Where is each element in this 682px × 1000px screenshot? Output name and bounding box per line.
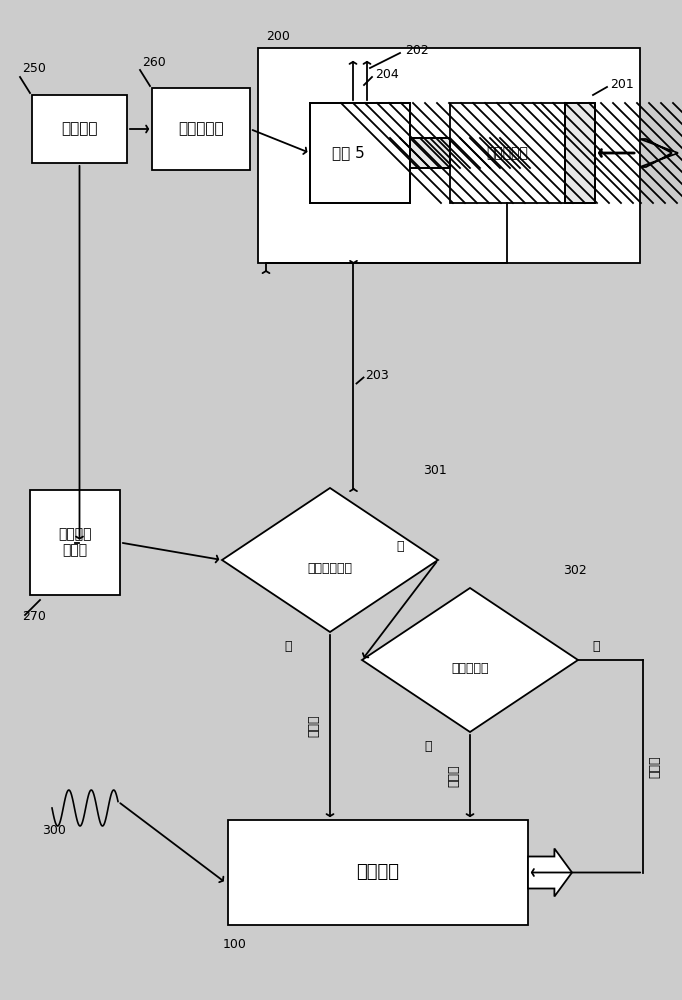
Text: 301: 301: [423, 464, 447, 477]
Polygon shape: [528, 848, 572, 896]
Bar: [310, 103, 410, 203]
Text: 201: 201: [610, 79, 634, 92]
Text: 吸入气源: 吸入气源: [357, 863, 400, 882]
Bar: [258, 48, 640, 263]
Polygon shape: [222, 488, 438, 632]
Polygon shape: [640, 139, 678, 167]
Bar: [565, 103, 595, 203]
Text: 阀门 5: 阀门 5: [331, 145, 364, 160]
Text: 203: 203: [366, 369, 389, 382]
Bar: [565, 103, 595, 203]
Text: 300: 300: [42, 824, 66, 836]
Text: 目标压力
调整器: 目标压力 调整器: [58, 527, 92, 558]
Bar: [32, 95, 127, 163]
Text: 减小流: 减小流: [447, 765, 460, 787]
Text: 270: 270: [22, 610, 46, 624]
Text: 增大流: 增大流: [308, 715, 321, 737]
Text: 是: 是: [284, 640, 292, 652]
Text: 流＞最小？: 流＞最小？: [451, 662, 489, 674]
Text: 100: 100: [223, 938, 247, 952]
Bar: [152, 88, 250, 170]
Text: 302: 302: [563, 564, 587, 576]
Bar: [228, 820, 528, 925]
Bar: [410, 138, 450, 168]
Text: 可调整增益: 可调整增益: [178, 121, 224, 136]
Bar: [450, 103, 565, 203]
Text: 202: 202: [405, 44, 429, 57]
Text: 压力传感器: 压力传感器: [486, 146, 529, 160]
Bar: [30, 490, 120, 595]
Bar: [410, 138, 450, 168]
Text: 否: 否: [396, 540, 404, 552]
Text: 压力＜目标？: 压力＜目标？: [308, 562, 353, 574]
Text: 是: 是: [424, 740, 432, 752]
Text: 204: 204: [375, 68, 399, 82]
Text: 最小流: 最小流: [649, 755, 662, 778]
Text: 生理信号: 生理信号: [61, 121, 98, 136]
Text: 否: 否: [592, 640, 599, 652]
Text: 260: 260: [142, 55, 166, 68]
Text: 200: 200: [266, 29, 290, 42]
Text: 250: 250: [22, 62, 46, 76]
Polygon shape: [362, 588, 578, 732]
